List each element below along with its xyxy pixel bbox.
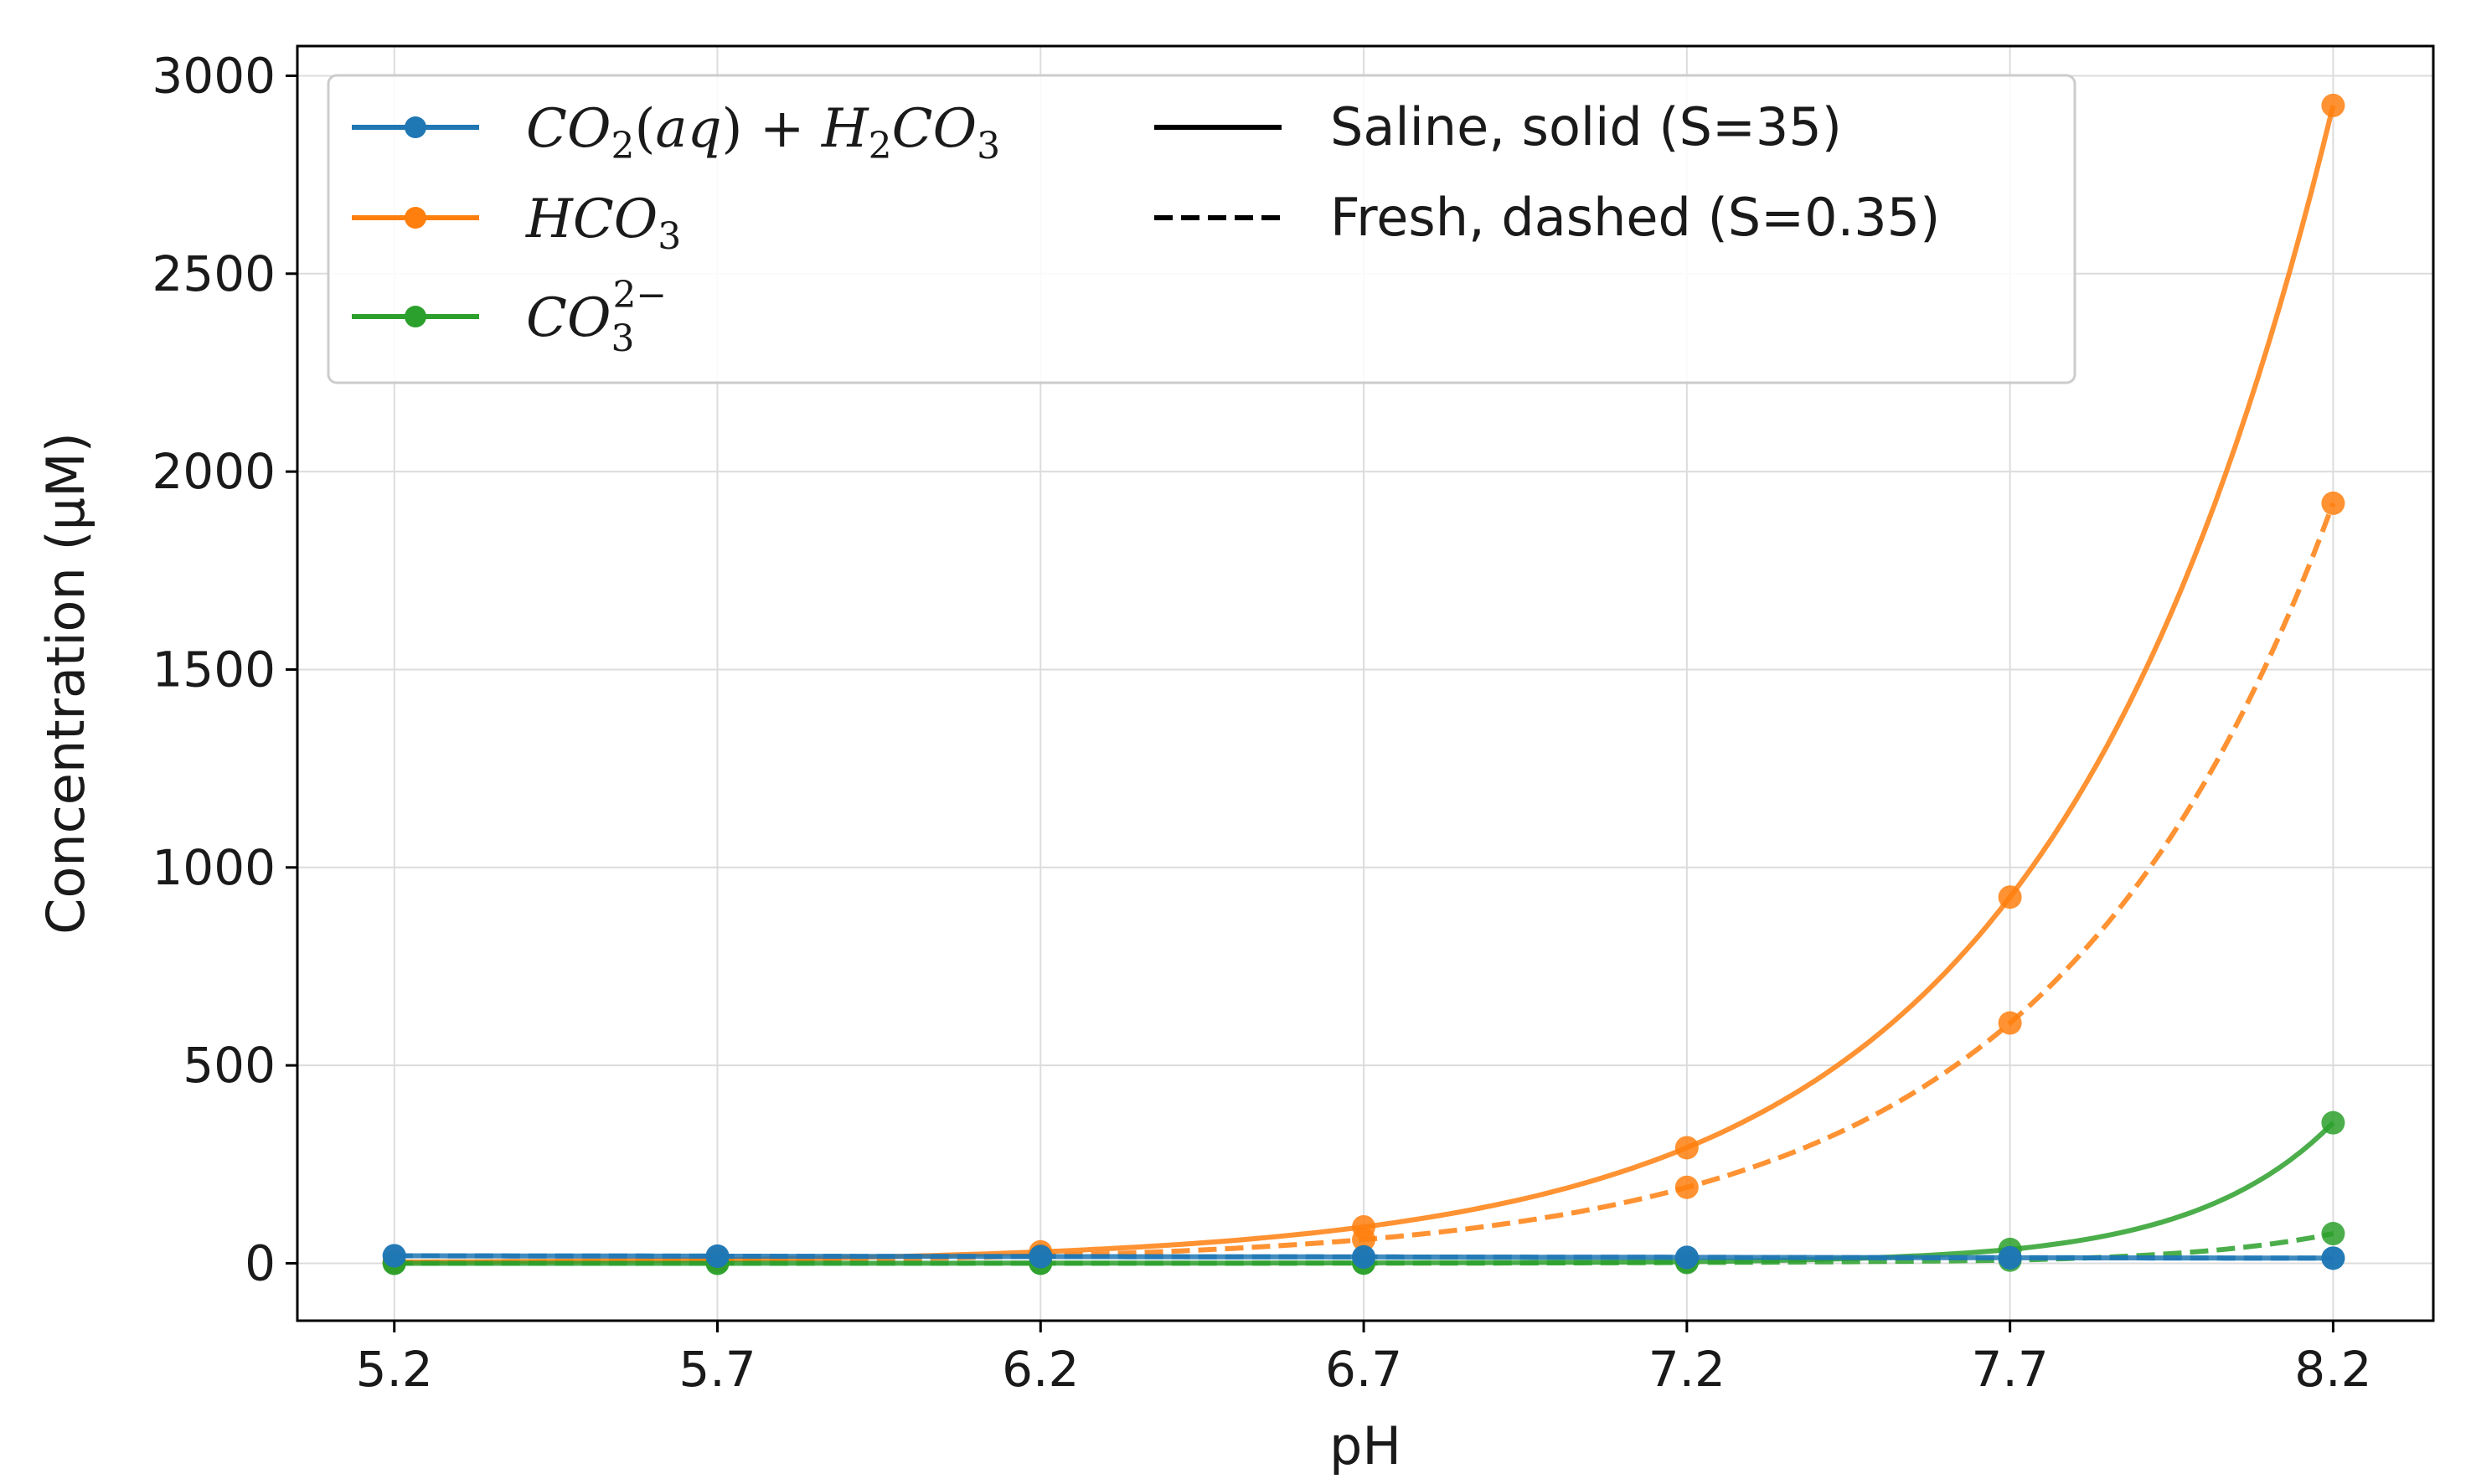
plot-frame [296, 44, 2435, 1322]
x-tick-label: 5.2 [356, 1341, 433, 1398]
legend-entry-saline: Saline, solid (S=35) [1154, 96, 1842, 157]
data-point-hco3-saline [1674, 1136, 1699, 1160]
data-point-co2-saline [2321, 1246, 2345, 1270]
data-point-hco3-saline [2321, 93, 2345, 117]
data-point-hco3-saline [1352, 1214, 1376, 1239]
x-tick-label: 8.2 [2294, 1341, 2371, 1398]
y-axis-label: Concentration (μM) [35, 432, 96, 935]
data-point-co2-saline [382, 1244, 406, 1268]
legend-co2-marker [405, 116, 426, 138]
y-tick-label: 2500 [152, 245, 276, 302]
legend-saline-label: Saline, solid (S=35) [1330, 96, 1842, 157]
data-point-co3-fresh [2321, 1222, 2345, 1246]
x-tick-label: 6.7 [1325, 1341, 1402, 1398]
data-point-co2-saline [1674, 1245, 1699, 1270]
x-axis-label: pH [1329, 1415, 1401, 1476]
data-point-hco3-saline [1998, 885, 2022, 909]
data-point-co2-saline [1029, 1244, 1053, 1269]
data-point-hco3-fresh [2321, 491, 2345, 515]
x-tick-label: 5.7 [678, 1341, 756, 1398]
axis-ticks: 5.2 5.7 6.2 6.7 7.2 7.7 8.2 0 500 1000 1500 2000 250… [152, 47, 2371, 1398]
legend-entry-co2: CO2(aq) + H2CO3 [352, 98, 1000, 167]
legend-entry-fresh: Fresh, dashed (S=0.35) [1154, 187, 1940, 248]
legend-co3-marker [405, 306, 426, 327]
data-point-co2-saline [705, 1244, 730, 1268]
y-tick-label: 0 [245, 1234, 276, 1291]
data-point-hco3-fresh [1998, 1011, 2022, 1035]
legend: CO2(aq) + H2CO3 HCO3 CO32− Saline, solid… [327, 74, 2076, 384]
x-tick-label: 7.7 [1972, 1341, 2049, 1398]
data-point-hco3-fresh [1674, 1175, 1699, 1199]
x-tick-label: 6.2 [1002, 1341, 1079, 1398]
data-point-co2-saline [1998, 1245, 2022, 1270]
legend-fresh-label: Fresh, dashed (S=0.35) [1330, 187, 1940, 248]
y-tick-label: 1500 [152, 641, 276, 698]
series-layer [382, 93, 2345, 1275]
legend-entry-co3: CO32− [352, 274, 667, 360]
data-point-co2-saline [1352, 1244, 1376, 1269]
y-tick-label: 500 [183, 1037, 276, 1094]
y-tick-label: 1000 [152, 839, 276, 896]
x-tick-label: 7.2 [1648, 1341, 1726, 1398]
data-point-co3-saline [2321, 1110, 2345, 1135]
y-tick-label: 3000 [152, 47, 276, 104]
legend-hco3-marker [405, 207, 426, 229]
legend-co3-label: CO32− [526, 274, 667, 360]
y-tick-label: 2000 [152, 443, 276, 500]
legend-entry-hco3: HCO3 [352, 188, 681, 258]
legend-frame [327, 74, 2076, 384]
legend-hco3-label: HCO3 [525, 188, 681, 258]
legend-co2-label: CO2(aq) + H2CO3 [526, 98, 1000, 167]
